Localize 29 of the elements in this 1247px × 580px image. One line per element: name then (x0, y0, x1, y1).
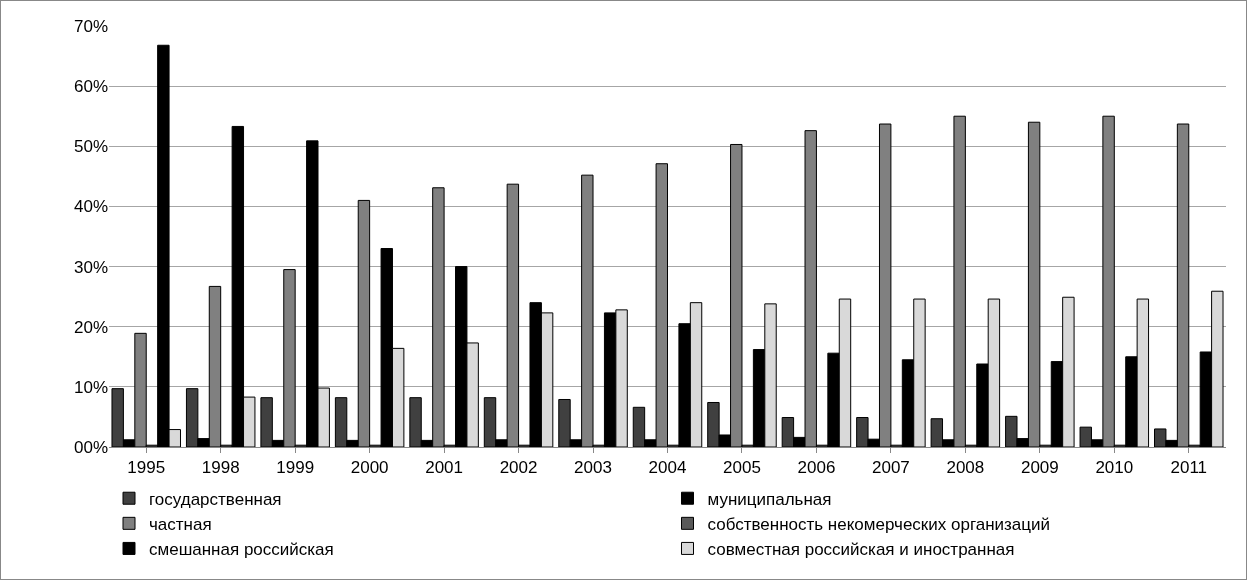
y-tick-label: 50% (73, 137, 108, 157)
y-tick-label: 60% (73, 77, 108, 97)
x-tick-label: 2003 (574, 458, 612, 478)
x-tick-label: 1999 (276, 458, 315, 478)
x-tick-label: 1998 (201, 458, 240, 478)
legend-label: муниципальная (707, 489, 832, 509)
x-tick-label: 2002 (499, 458, 538, 478)
y-tick-label: 70% (73, 16, 108, 36)
legend-label: смешанная российская (149, 540, 334, 560)
x-tick-label: 2007 (871, 458, 910, 478)
x-tick-label: 2006 (797, 458, 836, 478)
y-tick-label: 40% (73, 197, 108, 217)
y-tick-label: 10% (73, 377, 108, 397)
x-tick-label: 2000 (350, 458, 389, 478)
legend-label: государственная (149, 489, 282, 509)
x-tick-label: 2011 (1170, 458, 1208, 478)
legend-label: частная (149, 514, 212, 534)
x-tick-label: 2004 (648, 458, 687, 478)
legend-label: совместная российская и иностранная (707, 540, 1015, 560)
x-tick-label: 2009 (1020, 458, 1059, 478)
x-tick-label: 2001 (425, 458, 464, 478)
y-tick-label: 20% (73, 317, 108, 337)
x-tick-label: 2008 (946, 458, 985, 478)
x-tick-label: 2010 (1095, 458, 1134, 478)
legend-label: собственность некомерческих организаций (707, 514, 1051, 534)
x-tick-label: 1995 (127, 458, 166, 478)
y-tick-label: 30% (73, 257, 108, 277)
y-tick-label: 00% (73, 437, 108, 457)
x-tick-label: 2005 (723, 458, 761, 478)
